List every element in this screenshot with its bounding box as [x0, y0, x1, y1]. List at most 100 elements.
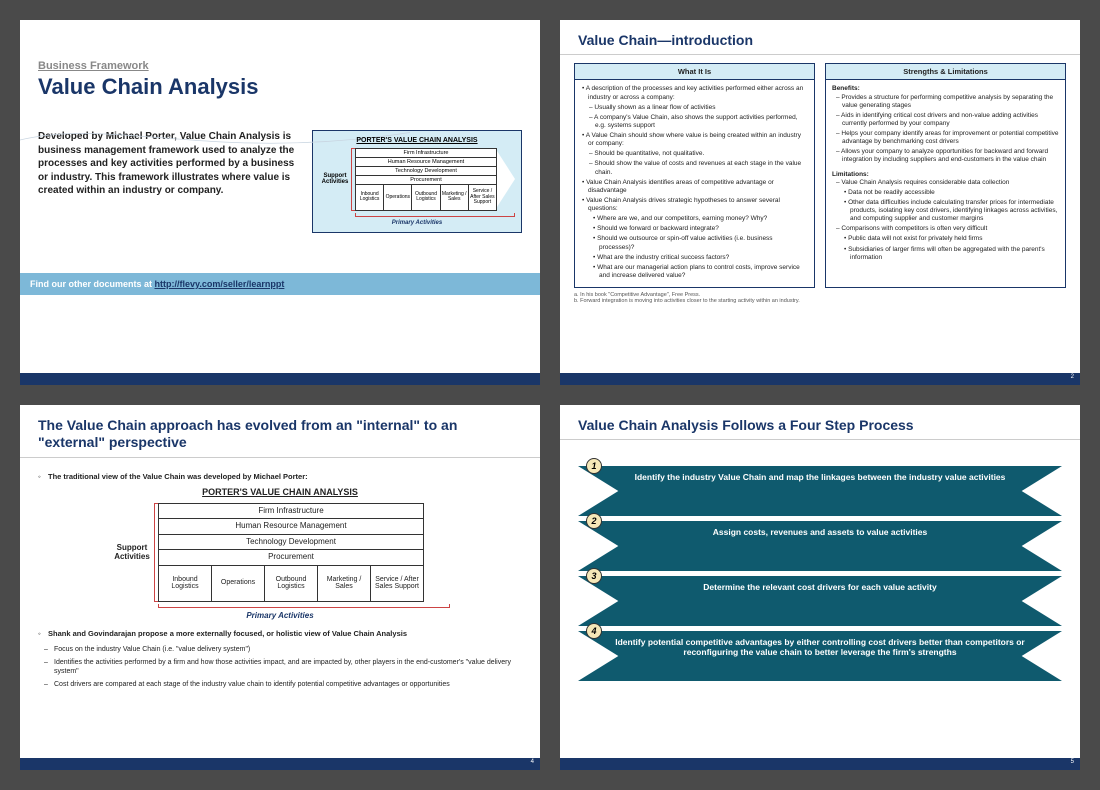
- list-item: • Subsidiaries of larger firms will ofte…: [832, 246, 1059, 262]
- vc-primary-cell: Outbound Logistics: [265, 566, 318, 601]
- step-text: Determine the relevant cost drivers for …: [598, 582, 1042, 592]
- vc-support-row: Human Resource Management: [356, 158, 496, 167]
- step-number: 1: [586, 458, 602, 474]
- list-item: • Data not be readily accessible: [832, 189, 1059, 197]
- step-text: Identify the industry Value Chain and ma…: [598, 472, 1042, 482]
- slide1-banner: Find our other documents at http://flevy…: [20, 273, 540, 295]
- vc-primary-label: Primary Activities: [110, 611, 450, 621]
- vc-title: PORTER'S VALUE CHAIN ANALYSIS: [110, 487, 450, 499]
- vc-support-label: Support Activities: [110, 503, 154, 602]
- vc-support-row: Technology Development: [356, 167, 496, 176]
- list-item: • Public data will not exist for private…: [832, 235, 1059, 243]
- step-number: 3: [586, 568, 602, 584]
- slide2-left-col: What It Is • A description of the proces…: [574, 63, 815, 288]
- list-item: – Helps your company identify areas for …: [832, 130, 1059, 146]
- list-item: – Comparisons with competitors is often …: [832, 225, 1059, 233]
- process-step: 1Identify the industry Value Chain and m…: [578, 466, 1062, 511]
- vc-support-row: Technology Development: [159, 535, 423, 550]
- page-number: 2: [1071, 374, 1074, 380]
- slide2-title: Value Chain—introduction: [560, 20, 1080, 55]
- slide2-left-body: • A description of the processes and key…: [575, 80, 814, 287]
- slide-footer: 4: [20, 758, 540, 770]
- slide1-diagram-box: PORTER'S VALUE CHAIN ANALYSIS Support Act…: [312, 130, 522, 233]
- list-item: • Should we outsource or spin-off value …: [581, 235, 808, 251]
- list-item: • What are our managerial action plans t…: [581, 264, 808, 280]
- value-chain-diagram-small: PORTER'S VALUE CHAIN ANALYSIS Support Act…: [319, 137, 515, 226]
- vc-primary-cell: Service / After Sales Support: [371, 566, 423, 601]
- list-item: • What are the industry critical success…: [581, 254, 808, 262]
- slide2-right-header: Strengths & Limitations: [826, 64, 1065, 80]
- page-number: 4: [531, 759, 534, 765]
- banner-link[interactable]: http://flevy.com/seller/learnppt: [155, 279, 285, 289]
- vc-primary-cell: Inbound Logistics: [159, 566, 212, 601]
- process-step: 4Identify potential competitive advantag…: [578, 631, 1062, 676]
- footnote-b: b. Forward integration is moving into ac…: [574, 298, 1066, 304]
- list-item: – Aids in identifying critical cost driv…: [832, 112, 1059, 128]
- vc-support-row: Firm Infrastructure: [159, 504, 423, 519]
- page-number: 5: [1071, 759, 1074, 765]
- process-step: 2Assign costs, revenues and assets to va…: [578, 521, 1062, 566]
- list-item: – Usually shown as a linear flow of acti…: [581, 104, 808, 112]
- slide-footer: 2: [560, 373, 1080, 385]
- vc-support-row: Human Resource Management: [159, 519, 423, 534]
- slide1-heading: Value Chain Analysis: [38, 74, 522, 100]
- vc-primary-cell: Inbound Logistics: [356, 185, 384, 210]
- slide-4: Value Chain Analysis Follows a Four Step…: [560, 405, 1080, 770]
- vc-primary-label: Primary Activities: [319, 220, 515, 226]
- vc-support-row: Firm Infrastructure: [356, 149, 496, 158]
- step-number: 2: [586, 513, 602, 529]
- slide3-sub2: Identifies the activities performed by a…: [38, 658, 522, 676]
- step-number: 4: [586, 623, 602, 639]
- list-item: – Should show the value of costs and rev…: [581, 160, 808, 176]
- slide-footer: [20, 373, 540, 385]
- list-item: – Provides a structure for performing co…: [832, 94, 1059, 110]
- slide-1: Business Framework Value Chain Analysis …: [20, 20, 540, 385]
- slide3-sub3: Cost drivers are compared at each stage …: [38, 680, 522, 689]
- vc-support-row: Procurement: [356, 176, 496, 185]
- step-text: Identify potential competitive advantage…: [598, 637, 1042, 657]
- limits-label: Limitations:: [832, 171, 1059, 179]
- list-item: • Other data difficulties include calcul…: [832, 199, 1059, 223]
- vc-support-label: Support Activities: [319, 148, 351, 211]
- list-item: – Should be quantitative, not qualitativ…: [581, 150, 808, 158]
- list-item: • Where are we, and our competitors, ear…: [581, 215, 808, 223]
- vc-primary-cell: Marketing / Sales: [318, 566, 371, 601]
- limits-list: – Value Chain Analysis requires consider…: [832, 179, 1059, 262]
- process-step: 3Determine the relevant cost drivers for…: [578, 576, 1062, 621]
- benefits-list: – Provides a structure for performing co…: [832, 94, 1059, 165]
- list-item: – Allows your company to analyze opportu…: [832, 148, 1059, 164]
- slide2-right-body: Benefits: – Provides a structure for per…: [826, 80, 1065, 268]
- vc-support-row: Procurement: [159, 550, 423, 565]
- list-item: • A Value Chain should show where value …: [581, 132, 808, 148]
- list-item: • Should we forward or backward integrat…: [581, 225, 808, 233]
- slide2-footnotes: a. In his book "Competitive Advantage", …: [560, 288, 1080, 306]
- list-item: • Value Chain Analysis identifies areas …: [581, 179, 808, 195]
- slide-grid: Business Framework Value Chain Analysis …: [20, 20, 1080, 770]
- vc-primary-cell: Operations: [212, 566, 265, 601]
- vc-title: PORTER'S VALUE CHAIN ANALYSIS: [319, 137, 515, 144]
- slide4-title: Value Chain Analysis Follows a Four Step…: [560, 405, 1080, 440]
- slide3-lead1: The traditional view of the Value Chain …: [38, 472, 522, 482]
- banner-text: Find our other documents at: [30, 279, 155, 289]
- slide1-description: Developed by Michael Porter, Value Chain…: [38, 130, 300, 198]
- list-item: • A description of the processes and key…: [581, 85, 808, 101]
- slide4-steps: 1Identify the industry Value Chain and m…: [560, 448, 1080, 676]
- slide2-left-header: What It Is: [575, 64, 814, 80]
- value-chain-diagram-large: PORTER'S VALUE CHAIN ANALYSIS Support Act…: [110, 487, 450, 621]
- slide-2: Value Chain—introduction What It Is • A …: [560, 20, 1080, 385]
- slide-footer: 5: [560, 758, 1080, 770]
- vc-primary-cell: Operations: [384, 185, 412, 210]
- slide1-subheading: Business Framework: [38, 60, 522, 72]
- slide3-sub1: Focus on the industry Value Chain (i.e. …: [38, 645, 522, 654]
- vc-primary-cell: Service / After Sales Support: [469, 185, 496, 210]
- list-item: – A company's Value Chain, also shows th…: [581, 114, 808, 130]
- vc-primary-cell: Outbound Logistics: [412, 185, 440, 210]
- slide3-title: The Value Chain approach has evolved fro…: [20, 405, 540, 458]
- slide-3: The Value Chain approach has evolved fro…: [20, 405, 540, 770]
- list-item: – Value Chain Analysis requires consider…: [832, 179, 1059, 187]
- vc-primary-cell: Marketing / Sales: [441, 185, 469, 210]
- slide3-lead2: Shank and Govindarajan propose a more ex…: [38, 629, 522, 639]
- list-item: • Value Chain Analysis drives strategic …: [581, 197, 808, 213]
- slide2-right-col: Strengths & Limitations Benefits: – Prov…: [825, 63, 1066, 288]
- benefits-label: Benefits:: [832, 85, 1059, 93]
